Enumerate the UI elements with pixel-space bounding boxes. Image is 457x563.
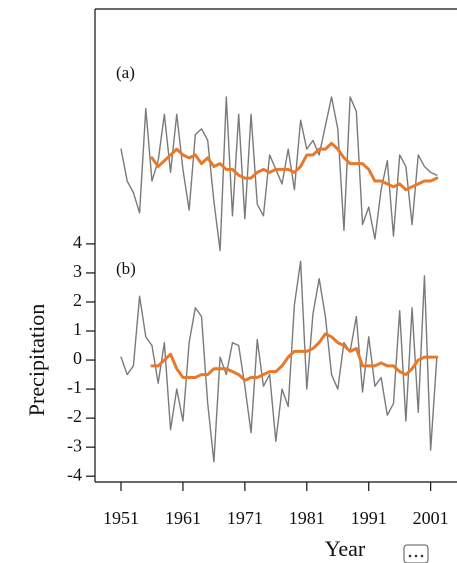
x-tick-label: 1981 [289, 508, 325, 528]
y-tick-label: 2 [73, 290, 82, 310]
raw-line [120, 96, 438, 252]
y-tick-label: 0 [73, 348, 82, 368]
y-axis-title: Precipitation [24, 304, 49, 416]
y-tick-label: 4 [73, 232, 82, 252]
y-tick-label: 1 [73, 319, 82, 339]
x-axis-title: Year [325, 536, 366, 561]
x-tick-label: 1991 [351, 508, 387, 528]
panel-label: (a) [116, 63, 135, 82]
more-button[interactable] [403, 544, 429, 563]
y-tick-label: -4 [67, 464, 82, 484]
x-tick-label: 1971 [227, 508, 263, 528]
smoothed-line [150, 141, 439, 192]
y-tick-label: -3 [67, 435, 82, 455]
y-tick-label: -2 [67, 406, 82, 426]
x-tick-label: 1951 [103, 508, 139, 528]
smoothed-line [150, 332, 439, 382]
x-tick-label: 1961 [165, 508, 201, 528]
raw-line [120, 260, 438, 463]
y-tick-label: 3 [73, 261, 82, 281]
panel-label: (b) [116, 259, 136, 278]
y-tick-label: -1 [67, 377, 82, 397]
x-tick-label: 2001 [413, 508, 449, 528]
